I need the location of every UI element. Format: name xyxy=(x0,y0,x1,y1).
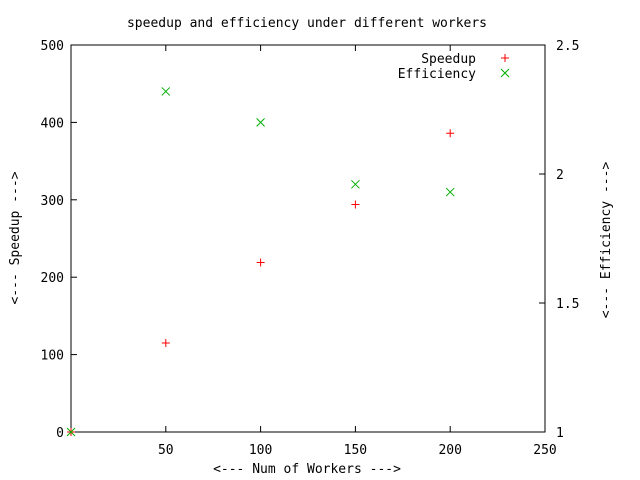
y2-axis-label: <--- Efficiency ---> xyxy=(599,162,614,319)
y2-tick-label: 1.5 xyxy=(556,297,579,312)
axis-tick-labels: 0 100 200 300 400 500 1 1.5 2 2.5 50 100 150 200 250 xyxy=(41,39,580,458)
y-tick-label: 300 xyxy=(41,194,64,209)
efficiency-point xyxy=(256,118,265,127)
legend-marker-efficiency xyxy=(500,68,510,78)
speedup-point xyxy=(161,338,170,347)
x-tick-label: 50 xyxy=(158,443,174,458)
legend-label-speedup: Speedup xyxy=(421,52,476,67)
speedup-point xyxy=(256,258,265,267)
speedup-point xyxy=(351,200,360,209)
y-axis-label: <--- Speedup ---> xyxy=(8,171,23,304)
y-tick-label: 100 xyxy=(41,349,64,364)
x-tick-label: 200 xyxy=(438,443,461,458)
efficiency-point xyxy=(351,179,360,189)
y-tick-label: 200 xyxy=(41,271,64,286)
efficiency-point xyxy=(445,187,455,197)
y2-tick-label: 1 xyxy=(556,426,564,441)
x-tick-label: 100 xyxy=(249,443,272,458)
y2-tick-label: 2 xyxy=(556,168,564,183)
legend-label-efficiency: Efficiency xyxy=(398,67,476,82)
data-points xyxy=(66,87,455,437)
efficiency-point xyxy=(66,427,76,437)
chart-title: speedup and efficiency under different w… xyxy=(127,16,487,31)
x-tick-label: 150 xyxy=(344,443,367,458)
legend-marker-speedup xyxy=(501,54,509,62)
axis-ticks xyxy=(71,44,546,433)
efficiency-point xyxy=(161,87,171,96)
x-axis-label: <--- Num of Workers ---> xyxy=(213,462,401,477)
plot-frame xyxy=(70,44,546,433)
y-tick-label: 500 xyxy=(41,39,64,54)
y-tick-label: 0 xyxy=(56,426,64,441)
speedup-point xyxy=(446,129,455,138)
y2-tick-label: 2.5 xyxy=(556,39,579,54)
x-tick-label: 250 xyxy=(533,443,556,458)
y-tick-label: 400 xyxy=(41,116,64,131)
